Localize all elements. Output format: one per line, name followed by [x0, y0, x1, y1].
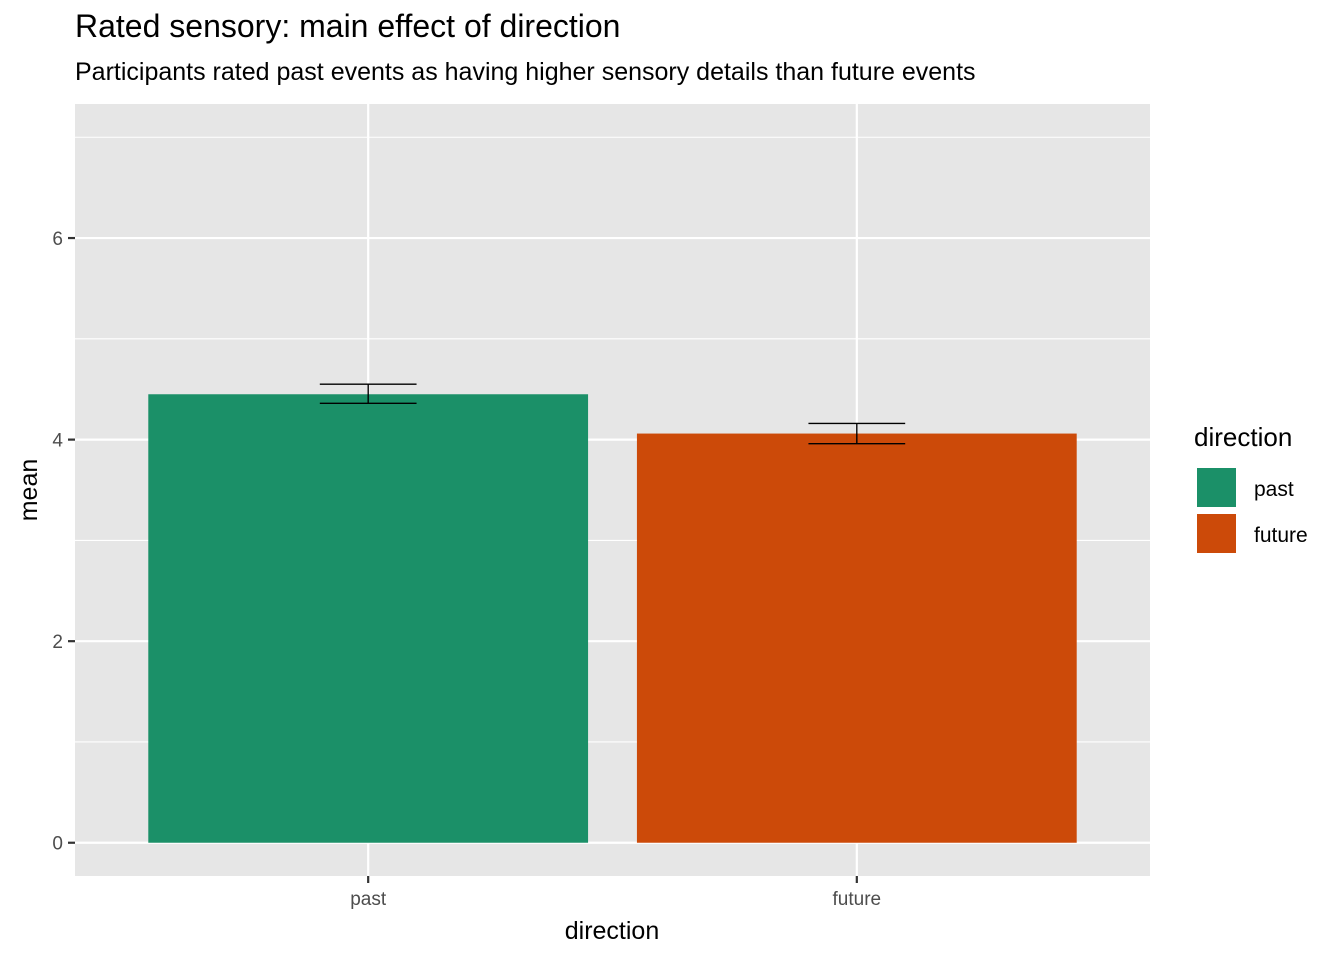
x-axis: past future	[350, 876, 881, 910]
y-axis-title: mean	[15, 459, 43, 522]
x-axis-title: direction	[565, 917, 660, 945]
legend: direction past future	[1194, 422, 1308, 555]
y-tick-label: 6	[52, 229, 63, 250]
y-tick-label: 4	[52, 431, 63, 452]
legend-swatch-past	[1197, 468, 1236, 507]
x-tick-label: future	[833, 889, 882, 910]
y-tick-label: 0	[52, 834, 63, 855]
bars	[148, 394, 1077, 843]
y-axis: 0 2 4 6	[52, 229, 75, 855]
legend-swatch-future	[1197, 514, 1236, 553]
bar-past	[148, 394, 589, 843]
error-bars	[319, 383, 906, 445]
bar-future	[636, 433, 1077, 843]
error-bar-future	[808, 422, 906, 445]
y-tick-label: 2	[52, 632, 63, 653]
error-bar-past	[319, 383, 417, 405]
chart-subtitle: Participants rated past events as having…	[75, 58, 976, 86]
legend-title: direction	[1194, 422, 1292, 452]
legend-label-past: past	[1254, 478, 1294, 501]
chart-title: Rated sensory: main effect of direction	[75, 8, 621, 44]
x-tick-label: past	[350, 889, 387, 910]
legend-label-future: future	[1254, 524, 1308, 547]
